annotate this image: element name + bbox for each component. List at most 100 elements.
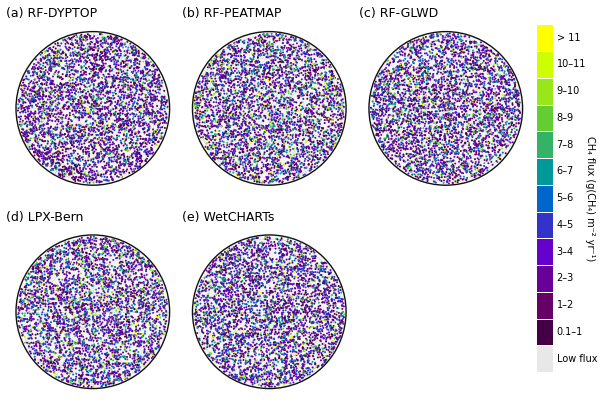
- Point: [395, 142, 404, 149]
- Point: [65, 126, 74, 133]
- Point: [23, 287, 33, 294]
- Point: [264, 99, 274, 105]
- Point: [53, 293, 62, 300]
- Point: [511, 116, 521, 123]
- Point: [476, 162, 485, 168]
- Point: [243, 161, 253, 168]
- Point: [248, 310, 258, 316]
- Point: [89, 63, 99, 69]
- Point: [460, 148, 469, 154]
- Point: [281, 277, 290, 284]
- Point: [413, 117, 423, 124]
- Point: [160, 118, 170, 124]
- Point: [321, 338, 331, 345]
- Point: [467, 171, 477, 178]
- Point: [449, 68, 458, 75]
- Point: [272, 318, 281, 325]
- Point: [52, 164, 61, 171]
- Point: [125, 319, 134, 325]
- Point: [242, 102, 251, 108]
- Point: [512, 87, 522, 94]
- Point: [262, 173, 271, 180]
- Point: [398, 96, 407, 102]
- Point: [214, 131, 223, 138]
- Point: [74, 303, 83, 310]
- Point: [66, 289, 76, 295]
- Point: [325, 93, 335, 99]
- Point: [107, 236, 117, 243]
- Point: [214, 316, 224, 322]
- Point: [99, 256, 109, 262]
- Point: [287, 302, 297, 308]
- Point: [121, 282, 131, 288]
- Point: [141, 264, 151, 270]
- Point: [88, 120, 98, 126]
- Point: [55, 243, 64, 249]
- Point: [448, 95, 458, 102]
- Point: [62, 285, 72, 292]
- Point: [130, 168, 139, 175]
- Point: [275, 119, 285, 126]
- Point: [305, 315, 315, 322]
- Point: [224, 126, 233, 133]
- Point: [18, 305, 28, 312]
- Point: [476, 132, 485, 139]
- Point: [107, 316, 117, 322]
- Point: [373, 99, 382, 105]
- Point: [417, 41, 427, 47]
- Point: [212, 131, 221, 138]
- Point: [255, 253, 265, 259]
- Point: [249, 67, 259, 74]
- Point: [135, 358, 145, 364]
- Point: [140, 310, 149, 316]
- Point: [406, 121, 416, 128]
- Point: [46, 328, 56, 335]
- Point: [287, 260, 297, 266]
- Point: [96, 245, 106, 252]
- Point: [297, 353, 307, 359]
- Point: [150, 305, 160, 312]
- Point: [505, 97, 515, 104]
- Point: [56, 281, 66, 288]
- Point: [403, 129, 413, 136]
- Point: [56, 57, 66, 64]
- Point: [97, 262, 107, 268]
- Point: [323, 320, 333, 327]
- Point: [230, 282, 239, 289]
- Point: [140, 104, 149, 110]
- Point: [132, 88, 142, 95]
- Point: [476, 50, 485, 56]
- Text: 6–7: 6–7: [557, 166, 574, 176]
- Point: [410, 161, 420, 168]
- Point: [506, 89, 515, 96]
- Point: [255, 74, 265, 80]
- Point: [108, 76, 118, 82]
- Point: [326, 287, 335, 294]
- Point: [287, 77, 296, 84]
- Point: [236, 47, 246, 53]
- Point: [284, 78, 293, 85]
- Point: [269, 47, 278, 54]
- Point: [83, 154, 93, 161]
- Point: [122, 154, 132, 160]
- Point: [227, 165, 237, 172]
- Point: [480, 45, 490, 52]
- Point: [278, 295, 288, 302]
- Point: [248, 292, 258, 298]
- Point: [319, 136, 329, 143]
- Point: [420, 57, 430, 63]
- Point: [305, 317, 315, 323]
- Point: [313, 93, 322, 99]
- Point: [67, 266, 76, 272]
- Point: [68, 173, 78, 180]
- Point: [249, 119, 259, 125]
- Point: [325, 311, 335, 318]
- Point: [287, 301, 296, 307]
- Point: [127, 161, 137, 168]
- Point: [307, 117, 317, 124]
- Point: [65, 342, 75, 348]
- Point: [64, 243, 73, 249]
- Point: [270, 34, 280, 40]
- Point: [260, 235, 270, 241]
- Point: [71, 325, 81, 332]
